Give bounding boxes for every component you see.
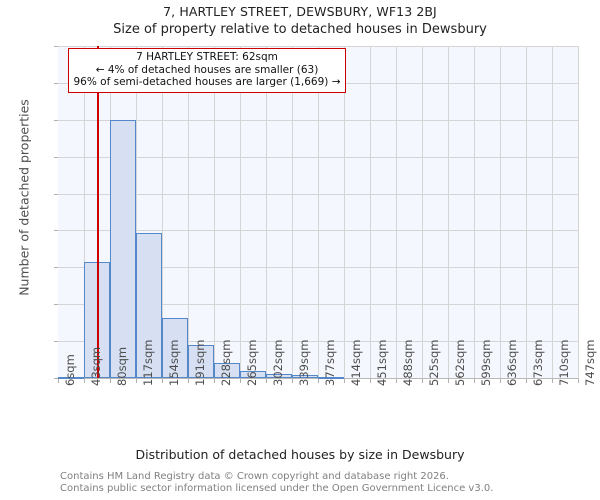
x-axis-tick-mark	[474, 379, 475, 383]
histogram-bar	[214, 363, 240, 378]
x-axis-tick-mark	[448, 379, 449, 383]
x-axis-tick-mark	[84, 379, 85, 383]
gridline-vertical	[526, 46, 527, 378]
x-axis-tick-label: 117sqm	[141, 339, 155, 386]
x-axis-tick-mark	[110, 379, 111, 383]
annotation-line-3: 96% of semi-detached houses are larger (…	[73, 76, 341, 88]
x-axis-tick-mark	[526, 379, 527, 383]
histogram-bar	[188, 345, 214, 378]
x-axis-tick-mark	[318, 379, 319, 383]
y-axis-title: Number of detached properties	[16, 99, 32, 296]
x-axis-tick-label: 636sqm	[505, 339, 519, 386]
x-axis-tick-label: 747sqm	[583, 339, 597, 386]
gridline-vertical	[292, 46, 293, 378]
x-axis-tick-label: 228sqm	[219, 339, 233, 386]
gridline-vertical	[422, 46, 423, 378]
x-axis-tick-mark	[344, 379, 345, 383]
gridline-vertical	[500, 46, 501, 378]
x-axis-tick-label: 673sqm	[531, 339, 545, 386]
y-axis-tick-mark	[54, 378, 58, 379]
x-axis-tick-mark	[370, 379, 371, 383]
y-axis-tick-mark	[54, 304, 58, 306]
histogram-bar	[136, 233, 162, 378]
x-axis-title: Distribution of detached houses by size …	[135, 447, 465, 462]
chart-subtitle: Size of property relative to detached ho…	[113, 22, 487, 37]
x-axis-tick-mark	[214, 379, 215, 383]
x-axis-tick-mark	[422, 379, 423, 383]
histogram-bar	[240, 371, 266, 378]
property-marker-line	[97, 46, 99, 378]
x-axis-tick-mark	[500, 379, 501, 383]
x-axis-tick-label: 302sqm	[271, 339, 285, 386]
gridline-vertical	[370, 46, 371, 378]
x-axis-tick-label: 562sqm	[453, 339, 467, 386]
histogram-bar	[266, 373, 292, 378]
gridline-vertical	[214, 46, 215, 378]
gridline-vertical	[344, 46, 345, 378]
x-axis-tick-mark	[578, 379, 579, 383]
footer-line-1: Contains HM Land Registry data © Crown c…	[60, 471, 449, 482]
x-axis-tick-label: 80sqm	[115, 346, 129, 386]
y-axis-tick-mark	[54, 193, 58, 195]
x-axis-tick-label: 414sqm	[349, 339, 363, 386]
histogram-bar	[58, 376, 84, 379]
histogram-bar	[162, 318, 188, 378]
gridline-vertical	[162, 46, 163, 378]
x-axis-tick-label: 191sqm	[193, 339, 207, 386]
x-axis-tick-label: 339sqm	[297, 339, 311, 386]
gridline-vertical	[318, 46, 319, 378]
gridline-vertical	[552, 46, 553, 378]
x-axis-tick-label: 154sqm	[167, 339, 181, 386]
x-axis-tick-mark	[292, 379, 293, 383]
property-annotation-box: 7 HARTLEY STREET: 62sqm ← 4% of detached…	[68, 48, 346, 93]
y-axis-tick-mark	[54, 46, 58, 47]
x-axis-tick-mark	[162, 379, 163, 383]
annotation-line-2: ← 4% of detached houses are smaller (63)	[95, 63, 319, 76]
histogram-bar	[110, 119, 136, 378]
gridline-vertical	[396, 46, 397, 378]
gridline-vertical	[448, 46, 449, 378]
gridline-vertical	[188, 46, 189, 378]
y-axis-tick-mark	[54, 230, 58, 232]
footer-line-2: Contains public sector information licen…	[60, 482, 494, 494]
gridline-vertical	[240, 46, 241, 378]
y-axis-tick-mark	[54, 119, 58, 121]
y-axis-tick-mark	[54, 156, 58, 158]
x-axis-tick-mark	[266, 379, 267, 383]
gridline-vertical	[266, 46, 267, 378]
y-axis-tick-mark	[54, 267, 58, 269]
x-axis-tick-mark	[136, 379, 137, 383]
y-axis-tick-mark	[54, 341, 58, 343]
x-axis-tick-mark	[396, 379, 397, 383]
page-title: 7, HARTLEY STREET, DEWSBURY, WF13 2BJ	[163, 4, 437, 19]
x-axis-tick-label: 43sqm	[89, 346, 103, 386]
x-axis-tick-mark	[240, 379, 241, 383]
x-axis-tick-label: 599sqm	[479, 339, 493, 386]
plot-area	[58, 46, 579, 380]
histogram-bar	[318, 377, 344, 380]
histogram-bar	[84, 261, 110, 378]
annotation-line-1: 7 HARTLEY STREET: 62sqm	[136, 51, 278, 63]
gridline-vertical	[136, 46, 137, 378]
footer-attribution: Contains HM Land Registry data © Crown c…	[60, 471, 493, 494]
histogram-bar	[292, 375, 318, 378]
x-axis-tick-label: 451sqm	[375, 339, 389, 386]
x-axis-tick-mark	[58, 379, 59, 383]
x-axis-tick-label: 377sqm	[323, 339, 337, 386]
x-axis-tick-label: 488sqm	[401, 339, 415, 386]
x-axis-tick-label: 6sqm	[63, 354, 77, 386]
x-axis-tick-label: 265sqm	[245, 339, 259, 386]
gridline-vertical	[474, 46, 475, 378]
y-axis-tick-mark	[54, 82, 58, 84]
x-axis-tick-label: 710sqm	[557, 339, 571, 386]
gridline-vertical	[84, 46, 85, 378]
x-axis-tick-label: 525sqm	[427, 339, 441, 386]
x-axis-tick-mark	[188, 379, 189, 383]
gridline-vertical	[578, 46, 579, 378]
x-axis-tick-mark	[552, 379, 553, 383]
